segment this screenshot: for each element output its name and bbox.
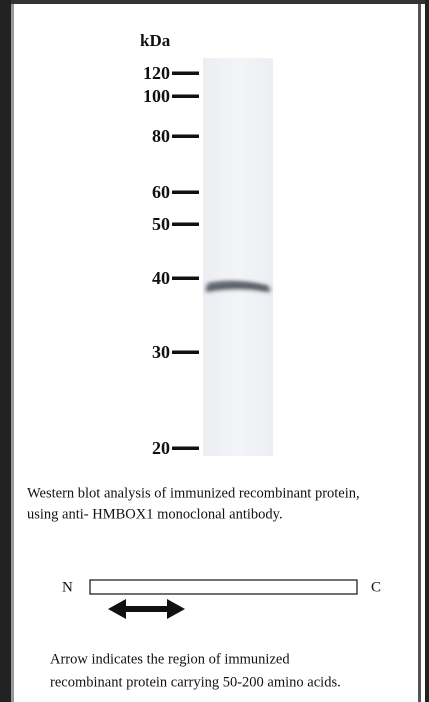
protein-bar	[89, 579, 358, 595]
n-terminus-label: N	[62, 579, 73, 595]
region-arrow	[108, 599, 185, 619]
caption-line: using anti- HMBOX1 monoclonal antibody.	[27, 506, 283, 522]
marker-label: 100	[143, 86, 170, 106]
marker-label: 40	[152, 268, 170, 288]
frame-right-outer	[425, 0, 429, 702]
marker-tick	[172, 276, 199, 280]
caption-line: Western blot analysis of immunized recom…	[27, 485, 360, 501]
c-terminus-label: C	[371, 579, 381, 595]
note-line: Arrow indicates the region of immunized	[50, 651, 290, 667]
marker-label: 30	[152, 342, 170, 362]
blot-band-core	[207, 281, 269, 290]
marker-label: 120	[143, 63, 170, 83]
marker-tick	[172, 446, 199, 450]
frame-left	[0, 0, 11, 702]
marker-tick	[172, 71, 199, 75]
marker-tick	[172, 222, 199, 226]
marker-label: 80	[152, 126, 170, 146]
frame-top	[0, 0, 429, 4]
blot-lane	[203, 58, 273, 456]
frame-left-inner	[11, 4, 14, 702]
note-line: recombinant protein carrying 50-200 amin…	[50, 674, 341, 690]
unit-label: kDa	[140, 31, 171, 50]
marker-label: 60	[152, 182, 170, 202]
marker-tick	[172, 94, 199, 98]
frame-right	[418, 4, 421, 702]
marker-label: 20	[152, 438, 170, 458]
marker-label: 50	[152, 214, 170, 234]
marker-tick	[172, 350, 199, 354]
marker-tick	[172, 190, 199, 194]
marker-tick	[172, 134, 199, 138]
